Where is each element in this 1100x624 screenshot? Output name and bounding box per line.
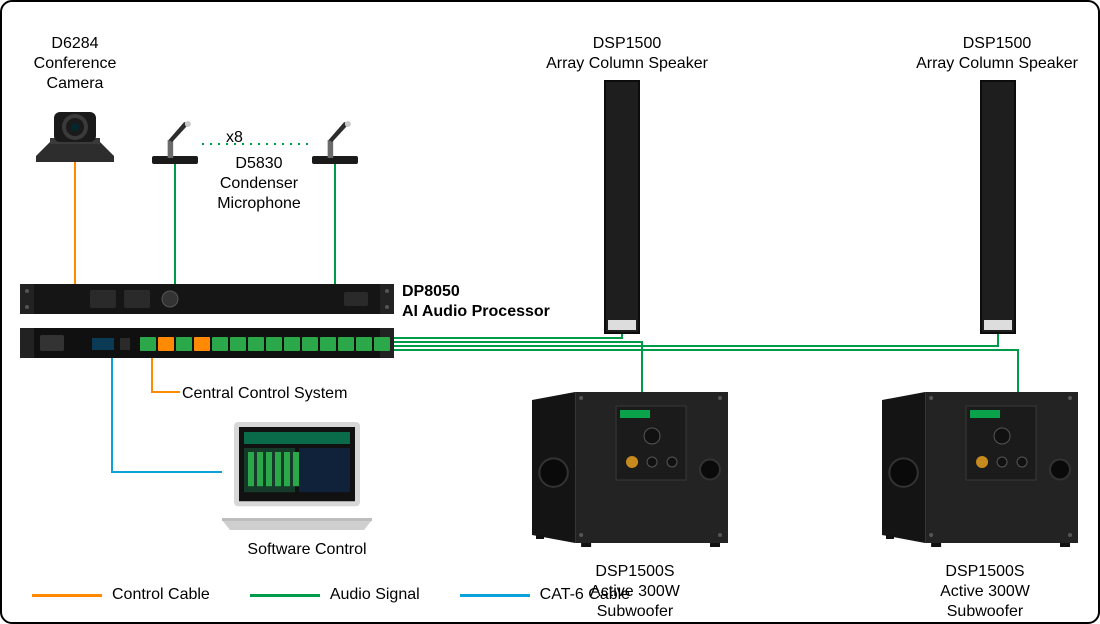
subwoofer-2 <box>882 392 1078 547</box>
sub1-model: DSP1500S <box>550 562 720 582</box>
legend-control: Control Cable <box>32 586 210 604</box>
speaker1-model: DSP1500 <box>542 34 712 54</box>
mic-qty: x8 <box>226 128 243 148</box>
sub2-label: DSP1500S Active 300W Subwoofer <box>900 562 1070 622</box>
microphone-2 <box>312 120 358 164</box>
ccs-label: Central Control System <box>182 384 347 404</box>
speaker1-type: Array Column Speaker <box>542 54 712 74</box>
laptop <box>222 422 372 530</box>
processor-label: DP8050 AI Audio Processor <box>402 282 550 322</box>
sub2-type: Active 300W Subwoofer <box>900 582 1070 622</box>
sub2-model: DSP1500S <box>900 562 1070 582</box>
speaker2-type: Array Column Speaker <box>912 54 1082 74</box>
speaker2-model: DSP1500 <box>912 34 1082 54</box>
legend-label-control: Control Cable <box>112 586 210 604</box>
processor-back <box>20 328 394 358</box>
processor-model: DP8050 <box>402 282 550 302</box>
legend-label-cat6: CAT-6 Cable <box>540 586 630 604</box>
legend-cat6: CAT-6 Cable <box>460 586 630 604</box>
column-speaker-2 <box>980 80 1016 334</box>
legend: Control Cable Audio Signal CAT-6 Cable <box>32 586 630 604</box>
legend-swatch-audio <box>250 594 320 597</box>
processor-type: AI Audio Processor <box>402 302 550 322</box>
mic-model: D5830 <box>204 154 314 174</box>
software-control-label: Software Control <box>242 540 372 560</box>
speaker2-label: DSP1500 Array Column Speaker <box>912 34 1082 74</box>
camera-type-2: Camera <box>2 74 148 94</box>
camera-type-1: Conference <box>2 54 148 74</box>
legend-label-audio: Audio Signal <box>330 586 420 604</box>
processor-front <box>20 284 394 314</box>
legend-audio: Audio Signal <box>250 586 420 604</box>
camera-label: D6284 Conference Camera <box>2 34 148 94</box>
column-speaker-1 <box>604 80 640 334</box>
mic-type-2: Microphone <box>204 194 314 214</box>
camera-model: D6284 <box>2 34 148 54</box>
mic-type-1: Condenser <box>204 174 314 194</box>
legend-swatch-cat6 <box>460 594 530 597</box>
microphone-1 <box>152 120 198 164</box>
conference-camera <box>36 104 114 162</box>
subwoofer-1 <box>532 392 728 547</box>
speaker1-label: DSP1500 Array Column Speaker <box>542 34 712 74</box>
legend-swatch-control <box>32 594 102 597</box>
mic-label: D5830 Condenser Microphone <box>204 154 314 214</box>
